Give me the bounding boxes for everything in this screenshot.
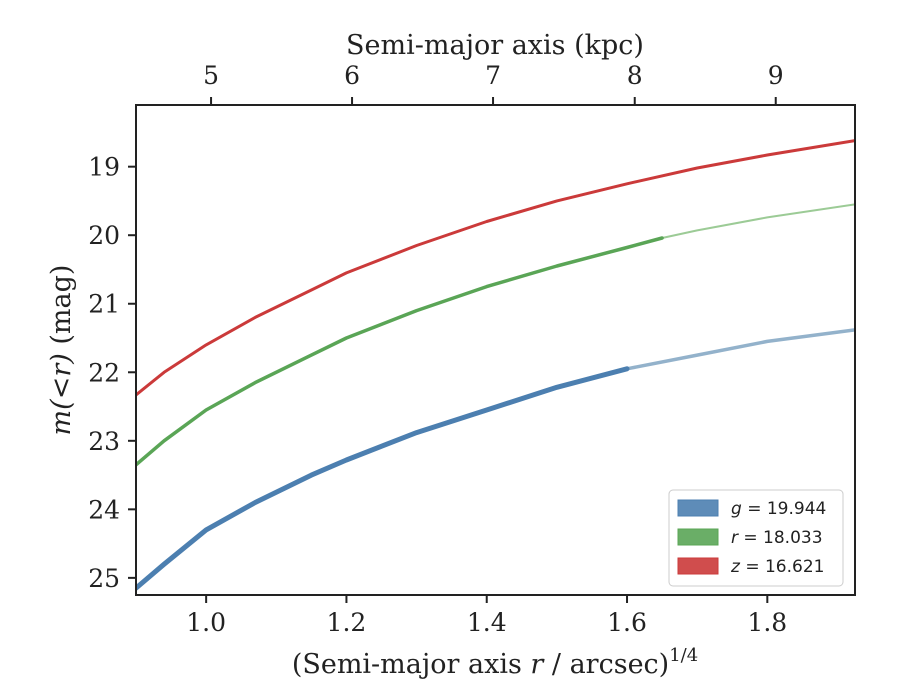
plot-frame <box>135 104 856 596</box>
legend: g = 19.944 r = 18.033 z = 16.621 <box>668 489 844 587</box>
legend-swatch-z <box>677 557 719 575</box>
y-axis-title-pre: m( <box>46 398 77 436</box>
top-x-tick-label: 7 <box>485 61 501 90</box>
legend-label-z: z = 16.621 <box>730 557 824 577</box>
x-tick-label: 1.2 <box>327 608 367 637</box>
x-axis-title-sup: 1/4 <box>669 645 698 666</box>
x-tick-label: 1.6 <box>607 608 647 637</box>
x-axis-title-var: r <box>530 649 545 680</box>
y-tick-label: 24 <box>88 495 120 524</box>
legend-label-r: r = 18.033 <box>731 528 823 548</box>
y-tick-label: 19 <box>88 153 120 182</box>
series-r-extrapolated-line <box>136 203 855 466</box>
y-axis-title-unit: (mag) <box>46 265 77 354</box>
x-axis-title-pre: (Semi-major axis <box>292 649 531 680</box>
x-axis-title-post: / arcsec) <box>543 649 669 680</box>
x-axis-title: (Semi-major axis r / arcsec)1/4 <box>292 645 698 680</box>
y-tick-label: 22 <box>88 358 120 387</box>
x-tick-label: 1.0 <box>186 608 226 637</box>
y-axis-title-post: ) <box>46 353 77 365</box>
x-tick-label: 1.4 <box>467 608 507 637</box>
y-axis-title-lt: < <box>46 377 77 400</box>
y-tick-label: 20 <box>88 221 120 250</box>
legend-swatch-r <box>677 528 719 546</box>
series-r-line <box>136 236 664 467</box>
top-x-tick-label: 9 <box>768 61 784 90</box>
top-x-tick-label: 8 <box>627 61 643 90</box>
top-x-axis-title: Semi-major axis (kpc) <box>346 30 644 61</box>
legend-swatch-g <box>677 499 719 517</box>
legend-label-g: g = 19.944 <box>731 499 826 519</box>
y-axis-title-var: r <box>46 362 77 377</box>
series-z-extrapolated-line <box>136 139 855 396</box>
top-x-tick-label: 6 <box>344 61 360 90</box>
y-tick-label: 23 <box>88 427 120 456</box>
series-z-line <box>136 139 855 397</box>
series-lines <box>136 139 855 591</box>
series-g-line <box>136 366 630 591</box>
x-tick-label: 1.8 <box>747 608 787 637</box>
y-tick-label: 25 <box>88 564 120 593</box>
y-tick-label: 21 <box>88 290 120 319</box>
top-x-tick-label: 5 <box>203 61 219 90</box>
axis-ticks: 1.0 1.2 1.4 1.6 1.8 5 6 7 8 9 19 20 21 22 23 24 25 <box>88 61 787 637</box>
y-axis-title: m(<r) (mag) <box>46 265 77 436</box>
